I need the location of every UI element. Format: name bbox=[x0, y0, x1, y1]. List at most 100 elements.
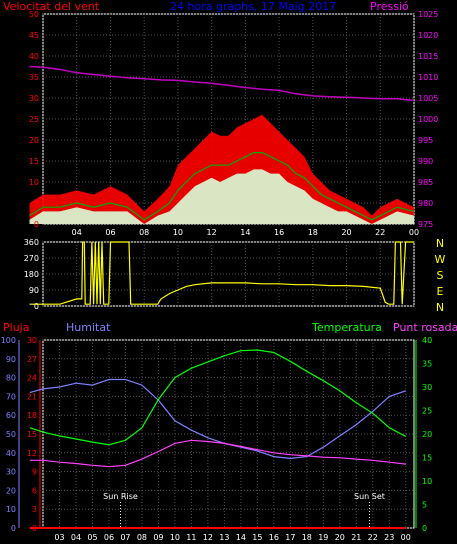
wind-ytick-label: 0 bbox=[34, 220, 39, 229]
direction-ytick-label: 0 bbox=[34, 302, 39, 311]
climate-xtick-label: 18 bbox=[302, 533, 312, 542]
wind-xtick-label: 06 bbox=[105, 228, 115, 237]
sunrise-label: Sun Rise bbox=[103, 492, 138, 501]
climate-xtick-label: 12 bbox=[203, 533, 213, 542]
direction-ytick-label: 90 bbox=[29, 286, 39, 295]
wind-ytick-label: 35 bbox=[29, 73, 39, 82]
wind-xtick-label: 14 bbox=[240, 228, 250, 237]
pressure-series bbox=[29, 65, 415, 102]
wind-speed-series bbox=[29, 169, 414, 224]
compass-label: S bbox=[437, 269, 444, 282]
temperature-ytick-label: 15 bbox=[422, 454, 432, 463]
compass-label: E bbox=[437, 285, 444, 298]
rain-label: Pluja bbox=[3, 321, 29, 334]
chart-title: 24 hora graphs, 17 Maig 2017 bbox=[170, 0, 336, 13]
wind-ytick-label: 40 bbox=[29, 52, 39, 61]
wind-xtick-label: 22 bbox=[375, 228, 385, 237]
wind-ytick-label: 10 bbox=[29, 178, 39, 187]
climate-xtick-label: 04 bbox=[71, 533, 81, 542]
humidity-series bbox=[29, 378, 406, 460]
direction-ytick-label: 360 bbox=[24, 238, 39, 247]
climate-xtick-label: 23 bbox=[384, 533, 394, 542]
humidity-ytick-label: 50 bbox=[6, 430, 16, 439]
climate-xtick-label: 00 bbox=[401, 533, 411, 542]
climate-xtick-label: 05 bbox=[87, 533, 97, 542]
rain-ytick-label: 15 bbox=[27, 430, 37, 439]
sunset-label: Sun Set bbox=[354, 492, 385, 501]
temperature-ytick-label: 10 bbox=[422, 477, 432, 486]
pressure-ytick-label: 1005 bbox=[418, 94, 438, 103]
pressure-ytick-label: 1025 bbox=[418, 10, 438, 19]
climate-xtick-label: 17 bbox=[285, 533, 295, 542]
temperature-ytick-label: 20 bbox=[422, 430, 432, 439]
climate-xtick-label: 19 bbox=[318, 533, 328, 542]
wind-speed-label: Velocitat del vent bbox=[3, 0, 100, 13]
rain-ytick-label: 0 bbox=[32, 524, 37, 533]
climate-xtick-label: 22 bbox=[368, 533, 378, 542]
humidity-ytick-label: 40 bbox=[6, 449, 16, 458]
wind-gust-series bbox=[29, 114, 414, 224]
humidity-ytick-label: 0 bbox=[11, 524, 16, 533]
pressure-ytick-label: 1015 bbox=[418, 52, 438, 61]
climate-xtick-label: 11 bbox=[186, 533, 196, 542]
direction-ytick-label: 270 bbox=[24, 254, 39, 263]
humidity-ytick-label: 100 bbox=[1, 336, 16, 345]
climate-xtick-label: 03 bbox=[54, 533, 64, 542]
wind-xtick-label: 04 bbox=[72, 228, 82, 237]
pressure-ytick-label: 975 bbox=[418, 220, 433, 229]
compass-label: N bbox=[436, 301, 444, 314]
rain-ytick-label: 30 bbox=[27, 336, 37, 345]
wind-xtick-label: 16 bbox=[274, 228, 284, 237]
rain-ytick-label: 27 bbox=[27, 355, 37, 364]
wind-xtick-label: 12 bbox=[207, 228, 217, 237]
humidity-ytick-label: 20 bbox=[6, 486, 16, 495]
temperature-label: Temperatura bbox=[311, 321, 382, 334]
direction-ytick-label: 180 bbox=[24, 270, 39, 279]
climate-xtick-label: 13 bbox=[219, 533, 229, 542]
pressure-ytick-label: 1010 bbox=[418, 73, 438, 82]
climate-xtick-label: 21 bbox=[351, 533, 361, 542]
pressure-label: Pressió bbox=[370, 0, 409, 13]
rain-ytick-label: 12 bbox=[27, 449, 37, 458]
wind-average-series bbox=[29, 152, 415, 221]
wind-xtick-label: 08 bbox=[139, 228, 149, 237]
humidity-ytick-label: 60 bbox=[6, 411, 16, 420]
humidity-ytick-label: 30 bbox=[6, 468, 16, 477]
pressure-ytick-label: 1000 bbox=[418, 115, 438, 124]
climate-xtick-label: 08 bbox=[137, 533, 147, 542]
temperature-series bbox=[29, 349, 407, 446]
wind-xtick-label: 10 bbox=[173, 228, 183, 237]
wind-ytick-label: 20 bbox=[29, 136, 39, 145]
pressure-ytick-label: 980 bbox=[418, 199, 433, 208]
temperature-ytick-label: 0 bbox=[422, 524, 427, 533]
temperature-ytick-label: 35 bbox=[422, 360, 432, 369]
climate-xtick-label: 16 bbox=[269, 533, 279, 542]
dewpoint-label: Punt rosada bbox=[393, 321, 457, 334]
climate-xtick-label: 20 bbox=[335, 533, 345, 542]
wind-ytick-label: 5 bbox=[34, 199, 39, 208]
compass-label: W bbox=[435, 253, 446, 266]
humidity-ytick-label: 70 bbox=[6, 392, 16, 401]
wind-ytick-label: 45 bbox=[29, 31, 39, 40]
pressure-ytick-label: 995 bbox=[418, 136, 433, 145]
rain-ytick-label: 21 bbox=[27, 392, 37, 401]
climate-xtick-label: 06 bbox=[104, 533, 114, 542]
pressure-ytick-label: 985 bbox=[418, 178, 433, 187]
humidity-ytick-label: 90 bbox=[6, 355, 16, 364]
rain-ytick-label: 24 bbox=[27, 374, 37, 383]
climate-xtick-label: 09 bbox=[153, 533, 163, 542]
climate-xtick-label: 07 bbox=[120, 533, 130, 542]
wind-xtick-label: 20 bbox=[341, 228, 351, 237]
rain-ytick-label: 18 bbox=[27, 411, 37, 420]
temperature-ytick-label: 40 bbox=[422, 336, 432, 345]
climate-xtick-label: 10 bbox=[170, 533, 180, 542]
wind-ytick-label: 15 bbox=[29, 157, 39, 166]
wind-ytick-label: 30 bbox=[29, 94, 39, 103]
wind-direction-series bbox=[29, 241, 414, 305]
temperature-ytick-label: 30 bbox=[422, 383, 432, 392]
pressure-ytick-label: 990 bbox=[418, 157, 433, 166]
wind-xtick-label: 00 bbox=[409, 228, 419, 237]
compass-label: N bbox=[436, 237, 444, 250]
wind-ytick-label: 50 bbox=[29, 10, 39, 19]
